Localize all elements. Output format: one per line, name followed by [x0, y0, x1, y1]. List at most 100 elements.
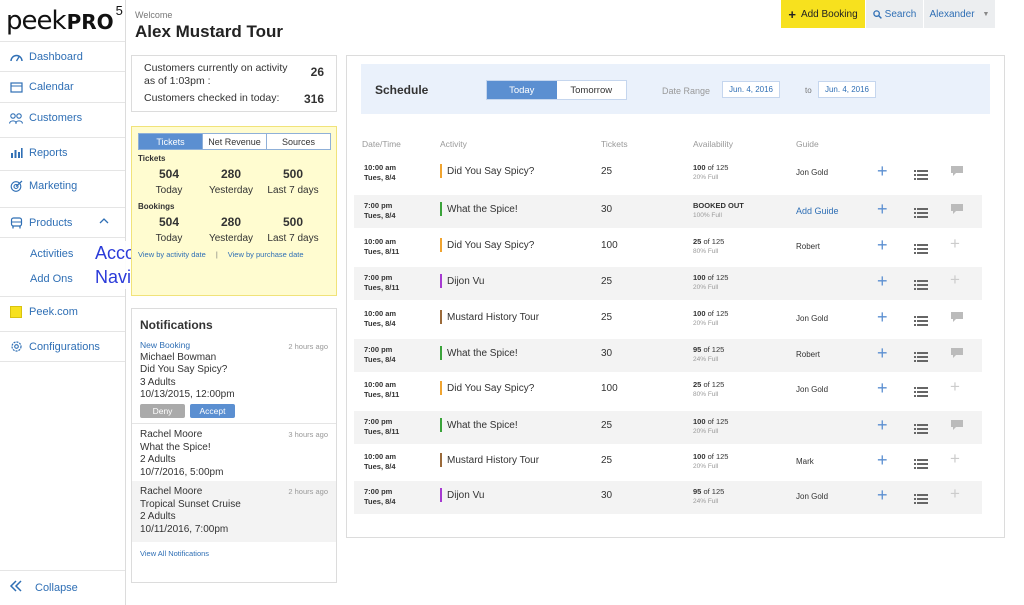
- manifest-list-icon[interactable]: [914, 491, 928, 509]
- notification-item[interactable]: 3 hours ago Rachel Moore What the Spice!…: [132, 423, 336, 481]
- view-all-notifications-link[interactable]: View All Notifications: [140, 549, 210, 558]
- add-note-icon[interactable]: +: [950, 484, 960, 503]
- chevron-up-icon[interactable]: [99, 216, 109, 227]
- chat-icon[interactable]: [950, 310, 964, 328]
- row-time: 10:00 am: [364, 237, 397, 246]
- availability-percent: 80% Full: [693, 391, 719, 398]
- add-icon[interactable]: +: [877, 307, 888, 327]
- column-header-tickets[interactable]: Tickets: [601, 139, 628, 149]
- view-by-purchase-date-link[interactable]: View by purchase date: [227, 250, 304, 259]
- row-activity[interactable]: Dijon Vu: [447, 490, 485, 501]
- sidebar-subitem-add-ons[interactable]: Add Ons: [30, 273, 73, 285]
- row-activity[interactable]: What the Spice!: [447, 204, 518, 215]
- schedule-row[interactable]: 7:00 pm Tues, 8/11 Dijon Vu 25 100 of 125 20%…: [354, 267, 982, 300]
- schedule-row[interactable]: 10:00 am Tues, 8/11 Did You Say Spicy? 100 2…: [354, 374, 982, 407]
- sidebar-item-marketing[interactable]: Marketing: [0, 170, 125, 200]
- user-menu-button[interactable]: Alexander ▼: [923, 0, 995, 28]
- manifest-list-icon[interactable]: [914, 313, 928, 331]
- notification-item[interactable]: 2 hours ago Rachel Moore Tropical Sunset…: [132, 481, 336, 542]
- manifest-list-icon[interactable]: [914, 384, 928, 402]
- schedule-row[interactable]: 10:00 am Tues, 8/11 Did You Say Spicy? 100 2…: [354, 231, 982, 264]
- add-icon[interactable]: +: [877, 450, 888, 470]
- schedule-row[interactable]: 7:00 pm Tues, 8/11 What the Spice! 25 100 of…: [354, 411, 982, 444]
- sidebar-item-configurations[interactable]: Configurations: [0, 331, 125, 361]
- row-activity[interactable]: Did You Say Spicy?: [447, 240, 535, 251]
- row-tickets: 30: [601, 204, 613, 215]
- add-icon[interactable]: +: [877, 485, 888, 505]
- sidebar-subitem-activities[interactable]: Activities: [30, 248, 74, 260]
- tab-tomorrow[interactable]: Tomorrow: [556, 81, 626, 99]
- row-activity[interactable]: What the Spice!: [447, 420, 518, 431]
- row-guide[interactable]: Add Guide: [796, 206, 839, 216]
- row-activity[interactable]: Mustard History Tour: [447, 312, 540, 323]
- manifest-list-icon[interactable]: [914, 241, 928, 259]
- manifest-list-icon[interactable]: [914, 167, 928, 185]
- notification-qty: 3 Adults: [140, 376, 176, 388]
- add-icon[interactable]: +: [877, 271, 888, 291]
- schedule-row[interactable]: 7:00 pm Tues, 8/4 What the Spice! 30 BOOKED …: [354, 195, 982, 228]
- schedule-row[interactable]: 7:00 pm Tues, 8/4 What the Spice! 30 95 of 1…: [354, 339, 982, 372]
- manifest-list-icon[interactable]: [914, 421, 928, 439]
- sidebar-item-peek-com[interactable]: Peek.com: [0, 296, 125, 326]
- row-activity[interactable]: Did You Say Spicy?: [447, 166, 535, 177]
- stat-value: 500: [282, 167, 304, 181]
- row-activity[interactable]: Did You Say Spicy?: [447, 383, 535, 394]
- add-icon[interactable]: +: [877, 378, 888, 398]
- add-note-icon[interactable]: +: [950, 234, 960, 253]
- row-date: Tues, 8/11: [364, 427, 400, 436]
- manifest-list-icon[interactable]: [914, 456, 928, 474]
- add-icon[interactable]: +: [877, 235, 888, 255]
- chat-icon[interactable]: [950, 418, 964, 436]
- tab-today[interactable]: Today: [487, 81, 557, 99]
- sidebar-item-customers[interactable]: Customers: [0, 102, 125, 132]
- search-button[interactable]: Search: [865, 0, 923, 28]
- peek-pro-logo[interactable]: peek PRO 5: [6, 4, 123, 38]
- sidebar-item-products[interactable]: Products: [0, 207, 125, 237]
- row-guide: Jon Gold: [796, 385, 829, 394]
- add-note-icon[interactable]: +: [950, 377, 960, 396]
- date-from-input[interactable]: Jun. 4, 2016: [722, 81, 780, 98]
- row-activity[interactable]: Dijon Vu: [447, 276, 485, 287]
- activity-color-bar: [440, 310, 442, 324]
- schedule-row[interactable]: 10:00 am Tues, 8/4 Mustard History Tour 25 1…: [354, 446, 982, 479]
- schedule-row[interactable]: 10:00 am Tues, 8/4 Did You Say Spicy? 25 100…: [354, 157, 982, 190]
- add-icon[interactable]: +: [877, 161, 888, 181]
- chat-icon[interactable]: [950, 164, 964, 182]
- row-time: 7:00 pm: [364, 417, 393, 426]
- row-activity[interactable]: Mustard History Tour: [447, 455, 540, 466]
- welcome-label: Welcome: [135, 10, 173, 20]
- add-note-icon[interactable]: +: [950, 270, 960, 289]
- tab-sources[interactable]: Sources: [267, 134, 330, 149]
- sidebar-item-reports[interactable]: Reports: [0, 137, 125, 167]
- tab-net-revenue[interactable]: Net Revenue: [203, 134, 267, 149]
- deny-button[interactable]: Deny: [140, 403, 185, 418]
- manifest-list-icon[interactable]: [914, 205, 928, 223]
- add-icon[interactable]: +: [877, 343, 888, 363]
- sidebar-item-dashboard[interactable]: Dashboard: [0, 41, 125, 71]
- reports-icon: [9, 146, 23, 160]
- schedule-row[interactable]: 10:00 am Tues, 8/4 Mustard History Tour 25 1…: [354, 303, 982, 336]
- date-to-input[interactable]: Jun. 4, 2016: [818, 81, 876, 98]
- add-booking-button[interactable]: + Add Booking: [781, 0, 865, 28]
- add-icon[interactable]: +: [877, 415, 888, 435]
- sidebar-item-calendar[interactable]: Calendar: [0, 71, 125, 101]
- row-datetime: 7:00 pm Tues, 8/4: [364, 345, 396, 365]
- column-header-guide[interactable]: Guide: [796, 139, 819, 149]
- notification-item[interactable]: New Booking 2 hours ago Michael Bowman D…: [132, 336, 336, 423]
- chat-icon[interactable]: [950, 346, 964, 364]
- manifest-list-icon[interactable]: [914, 349, 928, 367]
- manifest-list-icon[interactable]: [914, 277, 928, 295]
- view-by-activity-date-link[interactable]: View by activity date: [138, 250, 206, 259]
- add-note-icon[interactable]: +: [950, 449, 960, 468]
- column-header-availability[interactable]: Availability: [693, 139, 734, 149]
- sidebar-item-label: Products: [29, 216, 73, 229]
- accept-button[interactable]: Accept: [190, 403, 235, 418]
- collapse-button[interactable]: Collapse: [0, 570, 125, 605]
- column-header-datetime[interactable]: Date/Time: [362, 139, 401, 149]
- column-header-activity[interactable]: Activity: [440, 139, 467, 149]
- row-activity[interactable]: What the Spice!: [447, 348, 518, 359]
- chat-icon[interactable]: [950, 202, 964, 220]
- tab-tickets[interactable]: Tickets: [139, 134, 203, 149]
- add-icon[interactable]: +: [877, 199, 888, 219]
- schedule-row[interactable]: 7:00 pm Tues, 8/4 Dijon Vu 30 95 of 125 24% F…: [354, 481, 982, 514]
